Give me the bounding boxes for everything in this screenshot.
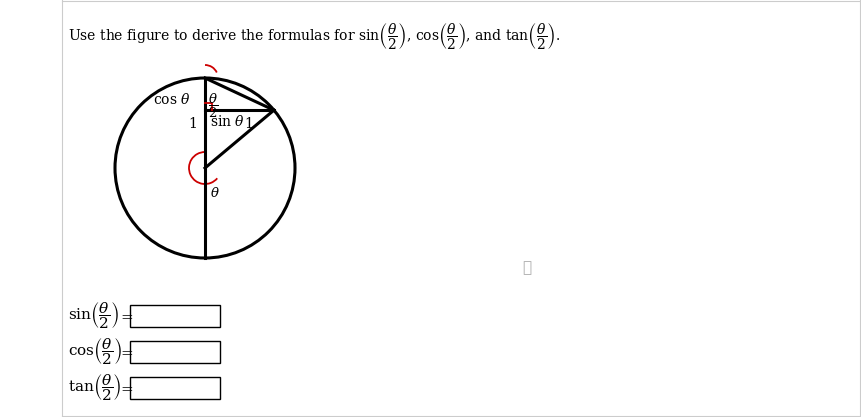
Text: $=$: $=$ [118,309,134,323]
Text: $\dfrac{\theta}{2}$: $\dfrac{\theta}{2}$ [208,92,219,120]
Text: $\sin\,\theta$: $\sin\,\theta$ [210,114,245,129]
Bar [130,377,220,399]
Bar [130,341,220,363]
Bar [130,305,220,327]
Text: ⓘ: ⓘ [523,261,531,275]
Text: $\tan\!\left(\dfrac{\theta}{2}\right)$: $\tan\!\left(\dfrac{\theta}{2}\right)$ [68,373,121,403]
Text: $\cos\,\theta$: $\cos\,\theta$ [153,92,191,107]
Text: $=$: $=$ [118,345,134,359]
Text: $1$: $1$ [245,116,253,131]
Text: $\theta$: $\theta$ [210,186,220,200]
Text: $\sin\!\left(\dfrac{\theta}{2}\right)$: $\sin\!\left(\dfrac{\theta}{2}\right)$ [68,301,119,332]
Text: $1$: $1$ [188,116,197,131]
Text: Use the figure to derive the formulas for $\sin\!\left(\dfrac{\theta}{2}\right)$: Use the figure to derive the formulas fo… [68,22,561,53]
Text: $\cos\!\left(\dfrac{\theta}{2}\right)$: $\cos\!\left(\dfrac{\theta}{2}\right)$ [68,337,122,367]
Text: $=$: $=$ [118,381,134,395]
